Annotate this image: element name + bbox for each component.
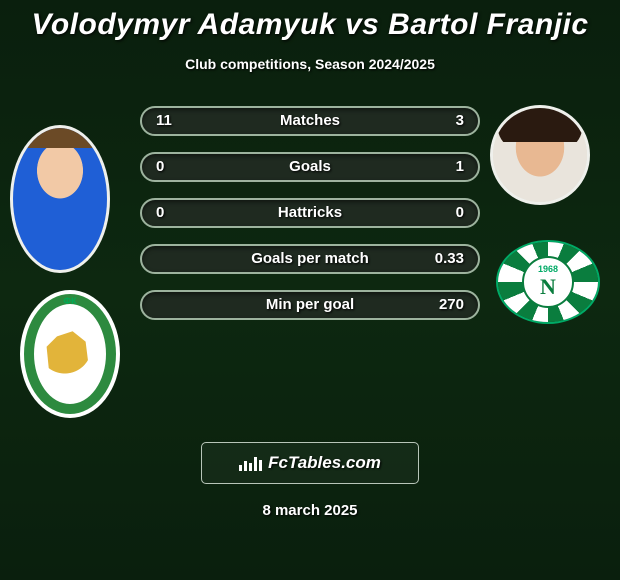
stat-right-value: 0.33	[435, 246, 464, 272]
stat-right-value: 3	[456, 108, 464, 134]
player-right-face	[493, 108, 587, 202]
crest-year: 1968	[538, 264, 558, 274]
club-right-crest: 1968 N	[496, 240, 600, 324]
stat-right-value: 270	[439, 292, 464, 318]
stat-right-value: 1	[456, 154, 464, 180]
stat-bars: 11 Matches 3 0 Goals 1 0 Hattricks 0 Goa…	[140, 106, 480, 336]
crest-core: 1968 N	[522, 256, 574, 308]
player-left-avatar	[10, 125, 110, 273]
generated-date: 8 march 2025	[0, 502, 620, 519]
stat-row-goals-per-match: Goals per match 0.33	[140, 244, 480, 274]
crest-letter: N	[540, 274, 556, 300]
karpaty-crest: ФК	[20, 290, 120, 418]
page-title: Volodymyr Adamyuk vs Bartol Franjic	[0, 0, 620, 42]
stat-label: Min per goal	[142, 292, 478, 318]
stat-label: Matches	[142, 108, 478, 134]
stat-row-min-per-goal: Min per goal 270	[140, 290, 480, 320]
stat-row-hattricks: 0 Hattricks 0	[140, 198, 480, 228]
player-right-avatar	[490, 105, 590, 205]
brand-badge: FcTables.com	[201, 442, 419, 484]
bar-chart-icon	[239, 455, 262, 471]
stat-right-value: 0	[456, 200, 464, 226]
stat-label: Hattricks	[142, 200, 478, 226]
stat-row-goals: 0 Goals 1	[140, 152, 480, 182]
stat-label: Goals	[142, 154, 478, 180]
nest-sotra-crest: 1968 N	[498, 242, 598, 322]
player-left-face	[13, 128, 107, 270]
season-subtitle: Club competitions, Season 2024/2025	[0, 56, 620, 72]
crest-text-top: ФК	[20, 296, 120, 306]
stat-row-matches: 11 Matches 3	[140, 106, 480, 136]
club-left-crest: ФК	[20, 290, 120, 418]
stat-label: Goals per match	[142, 246, 478, 272]
comparison-panel: ФК 1968 N 11 Matches 3 0 Goals 1 0 Hattr…	[0, 100, 620, 430]
brand-text: FcTables.com	[268, 453, 381, 473]
